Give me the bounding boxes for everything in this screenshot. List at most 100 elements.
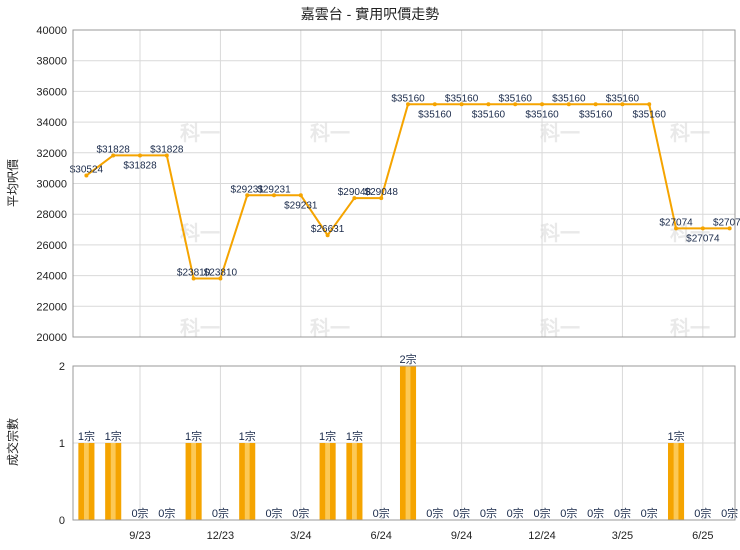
price-point-label: $29231	[284, 200, 318, 211]
price-point	[84, 173, 89, 178]
price-point-label: $35160	[472, 109, 506, 120]
price-y-tick-label: 34000	[36, 117, 67, 129]
x-tick-label: 6/24	[371, 530, 392, 542]
price-point-label: $35160	[552, 93, 586, 104]
price-y-tick-label: 38000	[36, 56, 67, 68]
count-bar-label: 0宗	[694, 506, 711, 520]
price-point	[432, 102, 437, 107]
x-tick-label: 3/24	[290, 530, 311, 542]
price-point-label: $27074	[713, 217, 740, 228]
price-point-label: $29048	[365, 187, 399, 198]
price-point-label: $35160	[418, 109, 452, 120]
count-bar-highlight	[110, 443, 116, 520]
price-point	[164, 153, 169, 158]
count-bar-label: 1宗	[667, 429, 684, 443]
price-line-chart: $30524 $31828 $31828 $31828 $23810$23810 $292…	[70, 93, 740, 281]
price-point	[674, 226, 679, 231]
price-point-label: $29231	[231, 184, 265, 195]
watermark-text: 科一	[180, 316, 220, 340]
axes: 20000 22000 24000 26000 28000 30000 32000 34000…	[36, 25, 736, 542]
count-bar-label: 1宗	[105, 429, 122, 443]
count-bar-label: 0宗	[265, 506, 282, 520]
chart-title: 嘉雲台 - 實用呎價走勢	[301, 6, 439, 22]
price-point	[352, 196, 357, 201]
count-bar-label: 2宗	[399, 352, 416, 366]
watermark-text: 科一	[310, 316, 350, 340]
price-point	[459, 102, 464, 107]
transactions-bar-chart: 1宗 1宗 0宗 0宗 1宗 0宗 1宗 0宗 0宗 1宗 1宗 0宗 2宗 0宗 0宗 0宗 0宗 0宗 0宗 0宗…	[78, 352, 738, 520]
price-y-tick-label: 32000	[36, 148, 67, 160]
price-y-tick-label: 22000	[36, 301, 67, 313]
price-point	[218, 276, 223, 281]
x-tick-label: 3/25	[612, 530, 633, 542]
price-point	[727, 226, 732, 231]
count-bar-highlight	[83, 443, 89, 520]
price-point-label: $29048	[338, 187, 372, 198]
count-bar	[319, 443, 336, 520]
price-point	[245, 193, 250, 198]
count-bar-label: 0宗	[212, 506, 229, 520]
count-bar-label: 0宗	[721, 506, 738, 520]
price-point	[325, 233, 330, 238]
watermark-text: 科一	[670, 121, 710, 145]
price-point-label: $27074	[659, 217, 693, 228]
count-bar-highlight	[244, 443, 250, 520]
price-point-label: $35160	[525, 109, 559, 120]
price-point	[647, 102, 652, 107]
x-tick-label: 9/24	[451, 530, 472, 542]
price-point	[486, 102, 491, 107]
count-y-tick-label: 0	[59, 515, 65, 527]
price-point-label: $35160	[445, 93, 479, 104]
count-bar-label: 0宗	[158, 506, 175, 520]
price-point	[513, 102, 518, 107]
price-point	[272, 193, 277, 198]
watermark-text: 科一	[310, 121, 350, 145]
price-point-label: $23810	[204, 268, 238, 279]
price-y-tick-label: 20000	[36, 332, 67, 344]
count-bar-label: 0宗	[641, 506, 658, 520]
price-point	[191, 276, 196, 281]
count-bar-label: 0宗	[292, 506, 309, 520]
count-bar-label: 0宗	[587, 506, 604, 520]
watermark-text: 科一	[540, 316, 580, 340]
count-bar-label: 0宗	[560, 506, 577, 520]
count-bar	[78, 443, 95, 520]
price-point-label: $23810	[177, 268, 211, 279]
x-tick-label: 12/24	[528, 530, 556, 542]
count-bar	[105, 443, 122, 520]
price-point-label: $35160	[579, 109, 613, 120]
price-point-label: $35160	[606, 93, 640, 104]
price-point-label: $35160	[499, 93, 533, 104]
price-y-tick-label: 24000	[36, 271, 67, 283]
watermark-text: 科一	[180, 121, 220, 145]
count-bar	[399, 366, 417, 520]
count-bar-label: 0宗	[614, 506, 631, 520]
watermark-text: 科一	[540, 121, 580, 145]
count-bar-label: 0宗	[507, 506, 524, 520]
price-point-label: $31828	[123, 160, 157, 171]
price-y-tick-label: 36000	[36, 86, 67, 98]
price-y-tick-label: 30000	[36, 179, 67, 191]
count-bar	[346, 443, 363, 520]
watermark-text: 科一	[670, 316, 710, 340]
watermark-text: 科一	[540, 221, 580, 245]
price-y-tick-label: 26000	[36, 240, 67, 252]
count-bar-label: 0宗	[533, 506, 550, 520]
count-bar-label: 1宗	[319, 429, 336, 443]
price-point-label: $26631	[311, 224, 345, 235]
count-y-tick-label: 1	[59, 438, 65, 450]
price-y-tick-label: 40000	[36, 25, 67, 37]
price-point	[138, 153, 143, 158]
count-y-tick-label: 2	[59, 361, 65, 373]
price-point	[406, 102, 411, 107]
x-tick-label: 6/25	[692, 530, 713, 542]
count-bar-highlight	[673, 443, 679, 520]
count-bar-label: 0宗	[426, 506, 443, 520]
price-point-label: $30524	[70, 164, 104, 175]
price-point	[111, 153, 116, 158]
price-y-axis-label: 平均呎價	[6, 159, 20, 207]
count-y-axis-label: 成交宗數	[5, 418, 20, 466]
price-point-label: $29231	[257, 184, 291, 195]
